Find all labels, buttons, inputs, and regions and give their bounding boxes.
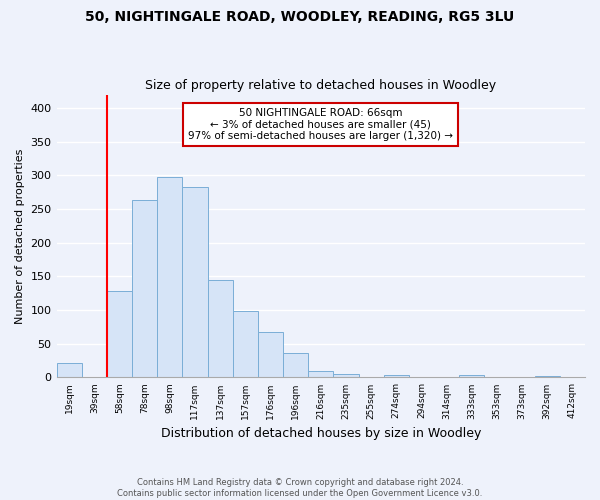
- Title: Size of property relative to detached houses in Woodley: Size of property relative to detached ho…: [145, 79, 496, 92]
- Text: Contains HM Land Registry data © Crown copyright and database right 2024.
Contai: Contains HM Land Registry data © Crown c…: [118, 478, 482, 498]
- Bar: [233, 312, 258, 378]
- Bar: [208, 280, 233, 378]
- Bar: [56, 362, 82, 378]
- Bar: [535, 376, 560, 378]
- Bar: [182, 187, 208, 378]
- Text: 50, NIGHTINGALE ROAD, WOODLEY, READING, RG5 3LU: 50, NIGHTINGALE ROAD, WOODLEY, READING, …: [85, 10, 515, 24]
- Text: 50 NIGHTINGALE ROAD: 66sqm
← 3% of detached houses are smaller (45)
97% of semi-: 50 NIGHTINGALE ROAD: 66sqm ← 3% of detac…: [188, 108, 453, 141]
- Bar: [383, 374, 409, 378]
- Bar: [459, 376, 484, 378]
- Bar: [132, 200, 157, 378]
- Bar: [334, 374, 359, 378]
- Y-axis label: Number of detached properties: Number of detached properties: [15, 148, 25, 324]
- Bar: [308, 370, 334, 378]
- Bar: [157, 178, 182, 378]
- Bar: [107, 291, 132, 378]
- Bar: [258, 332, 283, 378]
- X-axis label: Distribution of detached houses by size in Woodley: Distribution of detached houses by size …: [161, 427, 481, 440]
- Bar: [283, 352, 308, 378]
